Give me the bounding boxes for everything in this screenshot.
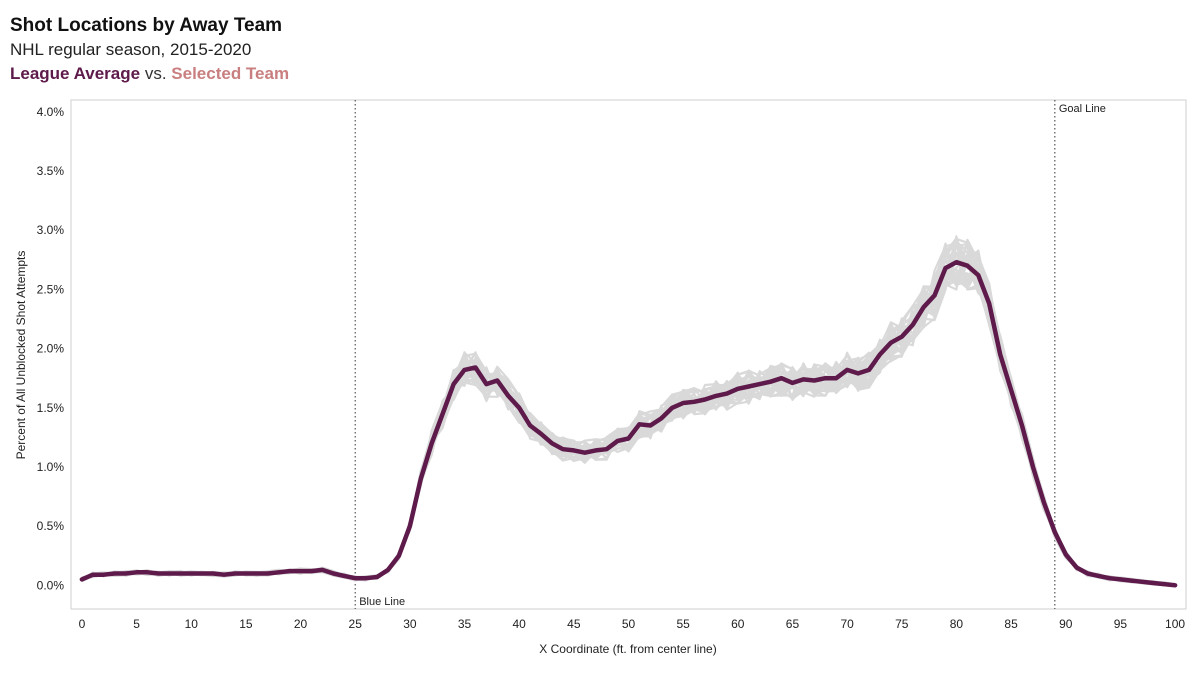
x-tick-label: 65: [786, 617, 800, 631]
x-tick-label: 80: [950, 617, 964, 631]
team-series-line: [81, 252, 1176, 586]
y-tick-label: 3.0%: [37, 223, 65, 237]
team-series-line: [81, 249, 1176, 587]
team-series-line: [81, 239, 1176, 587]
x-axis-title: X Coordinate (ft. from center line): [539, 642, 716, 656]
x-tick-label: 40: [513, 617, 527, 631]
team-series-line: [81, 254, 1176, 587]
team-series-line: [81, 252, 1176, 586]
team-series-line: [81, 249, 1176, 587]
team-series-line: [81, 242, 1176, 587]
legend-vs: vs.: [144, 64, 167, 83]
reference-line-label: Blue Line: [359, 596, 405, 608]
team-series-line: [81, 243, 1176, 587]
team-series-line: [81, 255, 1176, 586]
y-tick-label: 4.0%: [37, 105, 65, 119]
team-series-line: [81, 235, 1176, 587]
reference-line-label: Goal Line: [1059, 103, 1106, 115]
x-tick-label: 60: [731, 617, 745, 631]
y-tick-label: 1.0%: [37, 460, 65, 474]
x-tick-label: 95: [1114, 617, 1128, 631]
team-series-line: [81, 258, 1176, 587]
team-series-line: [81, 253, 1176, 587]
x-tick-label: 30: [403, 617, 417, 631]
series-lines: [79, 259, 1178, 588]
x-tick-label: 10: [185, 617, 199, 631]
team-series-line: [81, 258, 1176, 587]
chart-title: Shot Locations by Away Team: [10, 15, 283, 36]
chart-subtitle: NHL regular season, 2015-2020: [10, 40, 252, 59]
x-tick-label: 85: [1004, 617, 1018, 631]
x-tick-label: 0: [79, 617, 86, 631]
team-series-line: [81, 237, 1176, 587]
chart-header: Shot Locations by Away Team NHL regular …: [10, 14, 289, 86]
team-series-line: [81, 238, 1176, 587]
team-series-line: [81, 257, 1176, 587]
team-series-line: [81, 242, 1176, 586]
x-tick-label: 75: [895, 617, 909, 631]
team-series-line: [81, 246, 1176, 587]
team-series-line: [81, 263, 1176, 587]
x-tick-label: 35: [458, 617, 472, 631]
team-series-line: [81, 255, 1176, 587]
team-series-line: [81, 240, 1176, 586]
team-series-line: [81, 242, 1176, 587]
x-axis-ticks: 0 5 10 15 20 25 30 35 40 45 50 55 60 65 70 75 80 85 90 95 10…: [79, 617, 1186, 631]
legend-league-average[interactable]: League Average: [10, 64, 141, 83]
team-lines: [81, 235, 1176, 587]
x-tick-label: 15: [239, 617, 253, 631]
team-series-line: [81, 249, 1176, 587]
team-series-line: [81, 240, 1176, 587]
league-average-line[interactable]: [79, 259, 1178, 588]
y-axis-title: Percent of All Unblocked Shot Attempts: [14, 251, 28, 460]
y-tick-label: 2.5%: [37, 282, 65, 296]
x-tick-label: 90: [1059, 617, 1073, 631]
team-series-line: [81, 243, 1176, 587]
y-tick-label: 1.5%: [37, 401, 65, 415]
y-axis-ticks: 0.0% 0.5% 1.0% 1.5% 2.0% 2.5% 3.0% 3.5% 4.0%: [37, 105, 65, 592]
team-series-line: [81, 237, 1176, 587]
x-tick-label: 50: [622, 617, 636, 631]
team-series-line: [81, 253, 1176, 587]
reference-lines: Blue Line Goal Line: [354, 100, 1106, 609]
x-tick-label: 25: [349, 617, 363, 631]
y-tick-label: 3.5%: [37, 164, 65, 178]
team-series-line: [81, 247, 1176, 587]
y-tick-label: 0.0%: [37, 578, 65, 592]
x-tick-label: 55: [676, 617, 690, 631]
x-tick-label: 5: [133, 617, 140, 631]
plot-frame: [70, 99, 1187, 610]
y-tick-label: 0.5%: [37, 519, 65, 533]
y-tick-label: 2.0%: [37, 342, 65, 356]
x-tick-label: 100: [1165, 617, 1185, 631]
x-tick-label: 45: [567, 617, 581, 631]
x-tick-label: 20: [294, 617, 308, 631]
x-tick-label: 70: [840, 617, 854, 631]
team-series-line: [81, 251, 1176, 587]
legend-line: League Average vs. Selected Team: [10, 62, 289, 86]
legend-selected-team[interactable]: Selected Team: [171, 64, 290, 83]
